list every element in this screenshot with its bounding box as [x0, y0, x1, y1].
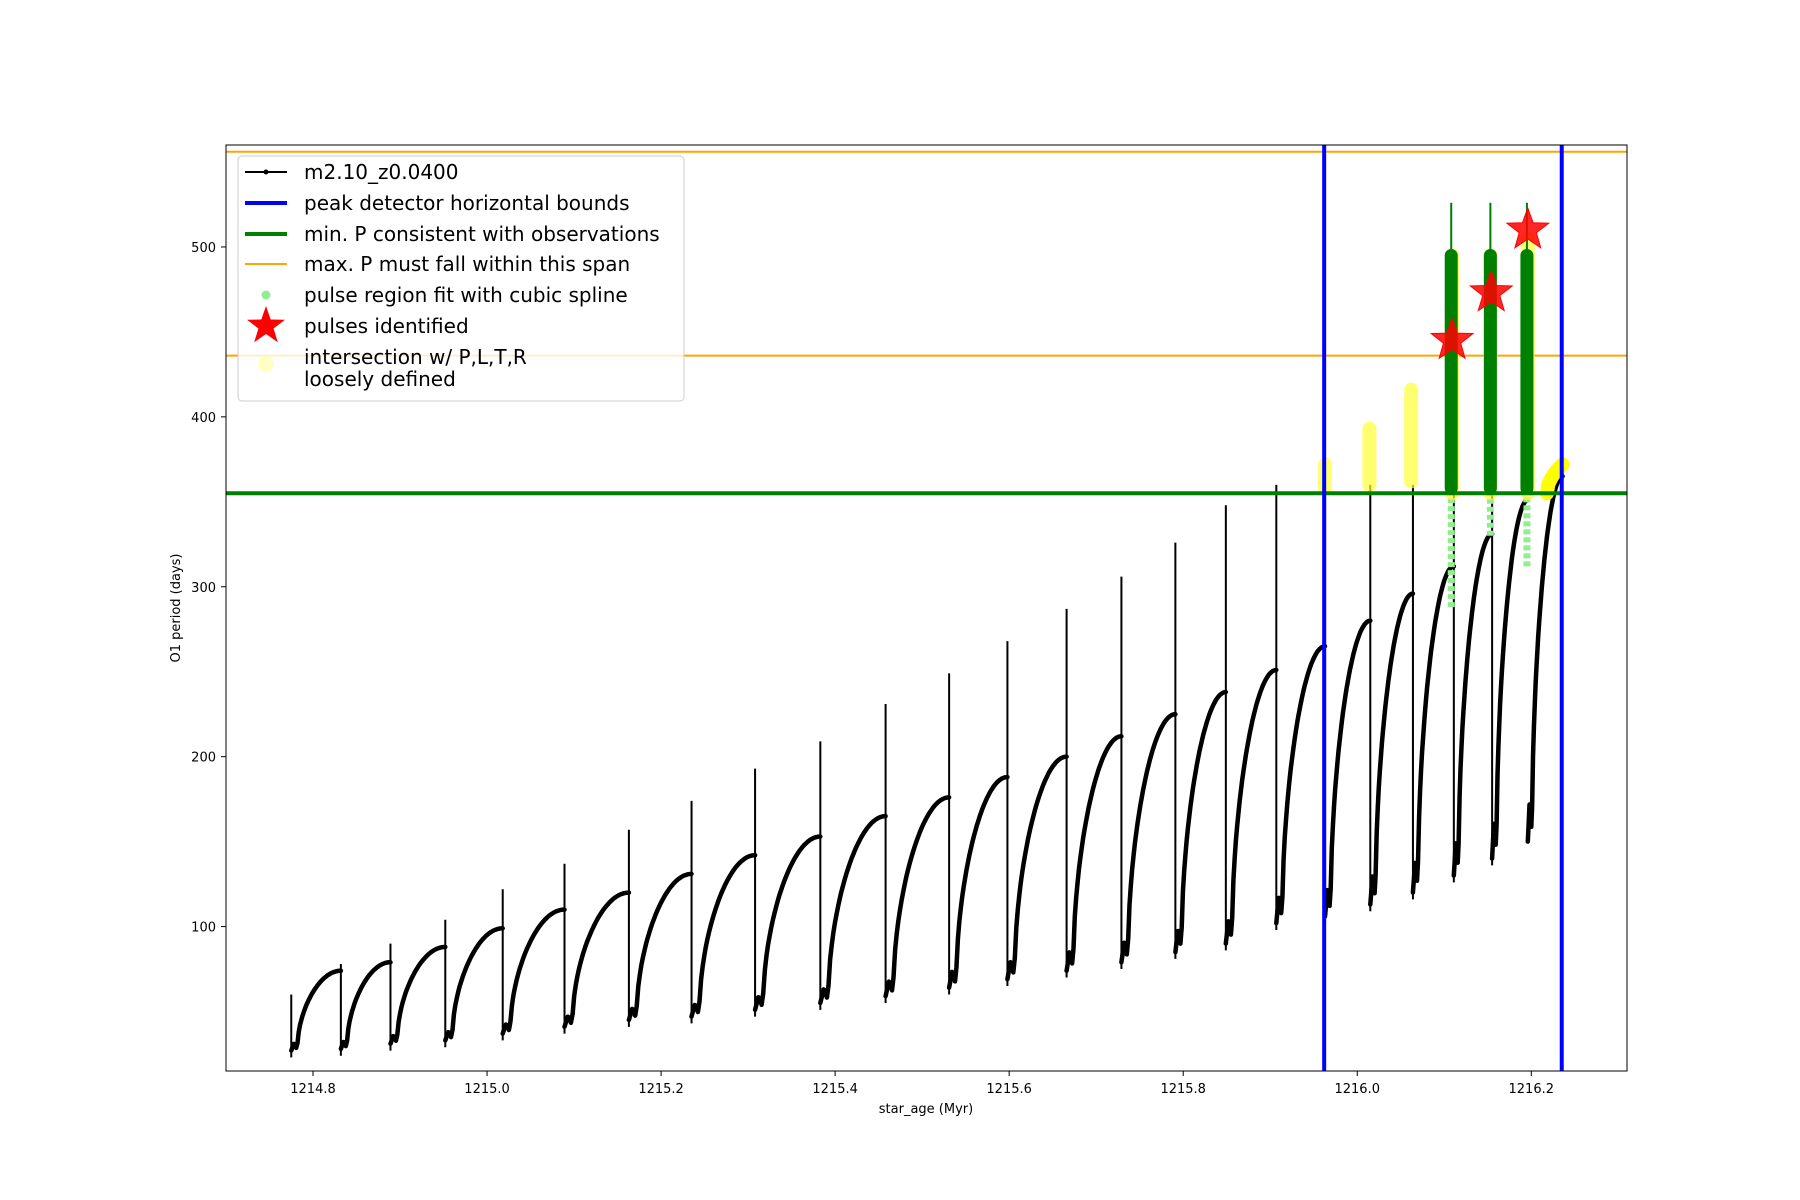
legend-item-2: min. P consistent with observations — [245, 222, 660, 246]
pulse-identified-star-1 — [1468, 269, 1514, 312]
x-axis: 1214.8 1215.0 1215.2 1215.4 1215.6 1215.8 1216… — [290, 1071, 1554, 1097]
legend-item-1: peak detector horizontal bounds — [245, 191, 630, 215]
y-tick-label-2: 300 — [191, 581, 216, 596]
legend-marker-dot — [258, 356, 274, 372]
pulse-curve-14 — [1119, 711, 1178, 965]
pulse-curve-7 — [689, 852, 758, 1019]
pulse-curve-22 — [1489, 497, 1531, 861]
x-tick-label-0: 1214.8 — [290, 1082, 336, 1097]
legend-label: m2.10_z0.0400 — [304, 160, 459, 184]
pulse-curve-8 — [752, 834, 823, 1013]
legend-label: pulses identified — [304, 314, 469, 338]
pulse-curve-18 — [1322, 618, 1373, 919]
y-tick-label-3: 400 — [191, 411, 216, 426]
x-tick-label-3: 1215.4 — [812, 1082, 858, 1097]
y-axis: 100 200 300 400 500 — [191, 241, 226, 936]
x-tick-label-1: 1215.0 — [464, 1082, 510, 1097]
legend-marker-star — [247, 306, 285, 343]
legend-box — [237, 155, 685, 402]
pulse-curve-10 — [883, 795, 952, 999]
pulse-curve-1 — [338, 960, 393, 1052]
x-tick-label-5: 1215.8 — [1160, 1082, 1206, 1097]
pulse-curve-16 — [1223, 667, 1279, 946]
y-tick-label-4: 500 — [191, 241, 216, 256]
legend-label: max. P must fall within this span — [304, 252, 630, 276]
pulse-curve-19 — [1368, 591, 1416, 907]
legend-label: pulse region fit with cubic spline — [304, 283, 628, 307]
pulse-curve-11 — [946, 774, 1010, 990]
legend-label-line2: loosely defined — [304, 367, 456, 391]
pulse-curve-12 — [1005, 754, 1069, 982]
y-axis-label: O1 period (days) — [169, 553, 184, 662]
legend-label: peak detector horizontal bounds — [304, 191, 630, 215]
pulse-curve-5 — [562, 890, 632, 1030]
pulse-curve-13 — [1064, 734, 1124, 974]
legend-item-3: max. P must fall within this span — [245, 252, 630, 276]
pulse-curve-20 — [1410, 564, 1457, 895]
pulse-curve-6 — [626, 871, 694, 1023]
series-m2-10-z0-0400 — [289, 474, 1565, 1058]
pulse-identified-star-0 — [1429, 316, 1475, 360]
pulse-curve-21 — [1451, 531, 1495, 878]
legend-marker-dot — [261, 290, 271, 300]
legend-item-0: m2.10_z0.0400 — [245, 160, 459, 184]
pulse-curve-9 — [818, 813, 888, 1006]
legend-label: intersection w/ P,L,T,R — [304, 345, 527, 369]
x-tick-label-7: 1216.2 — [1509, 1082, 1555, 1097]
plot-area — [225, 144, 1628, 1072]
legend-item-5: pulses identified — [247, 306, 469, 343]
pulse-curve-23 — [1525, 474, 1565, 844]
pulse-curve-15 — [1173, 689, 1229, 955]
x-tick-label-4: 1215.6 — [986, 1082, 1032, 1097]
pulse-curve-0 — [289, 968, 344, 1053]
plot-frame — [225, 144, 1628, 1072]
pulse-curve-17 — [1274, 643, 1328, 926]
pulse-identified-star-2 — [1505, 206, 1551, 249]
pulse-curve-3 — [443, 926, 505, 1043]
x-tick-label-6: 1216.0 — [1334, 1082, 1380, 1097]
legend-marker-dot — [263, 169, 269, 175]
y-tick-label-1: 200 — [191, 751, 216, 766]
y-tick-label-0: 100 — [191, 921, 216, 936]
legend-label: min. P consistent with observations — [304, 222, 660, 246]
x-tick-label-2: 1215.2 — [638, 1082, 684, 1097]
x-axis-label: star_age (Myr) — [879, 1102, 973, 1117]
pulse-curve-2 — [388, 944, 448, 1047]
pulse-curve-4 — [500, 907, 567, 1036]
legend-item-4: pulse region fit with cubic spline — [261, 283, 628, 307]
